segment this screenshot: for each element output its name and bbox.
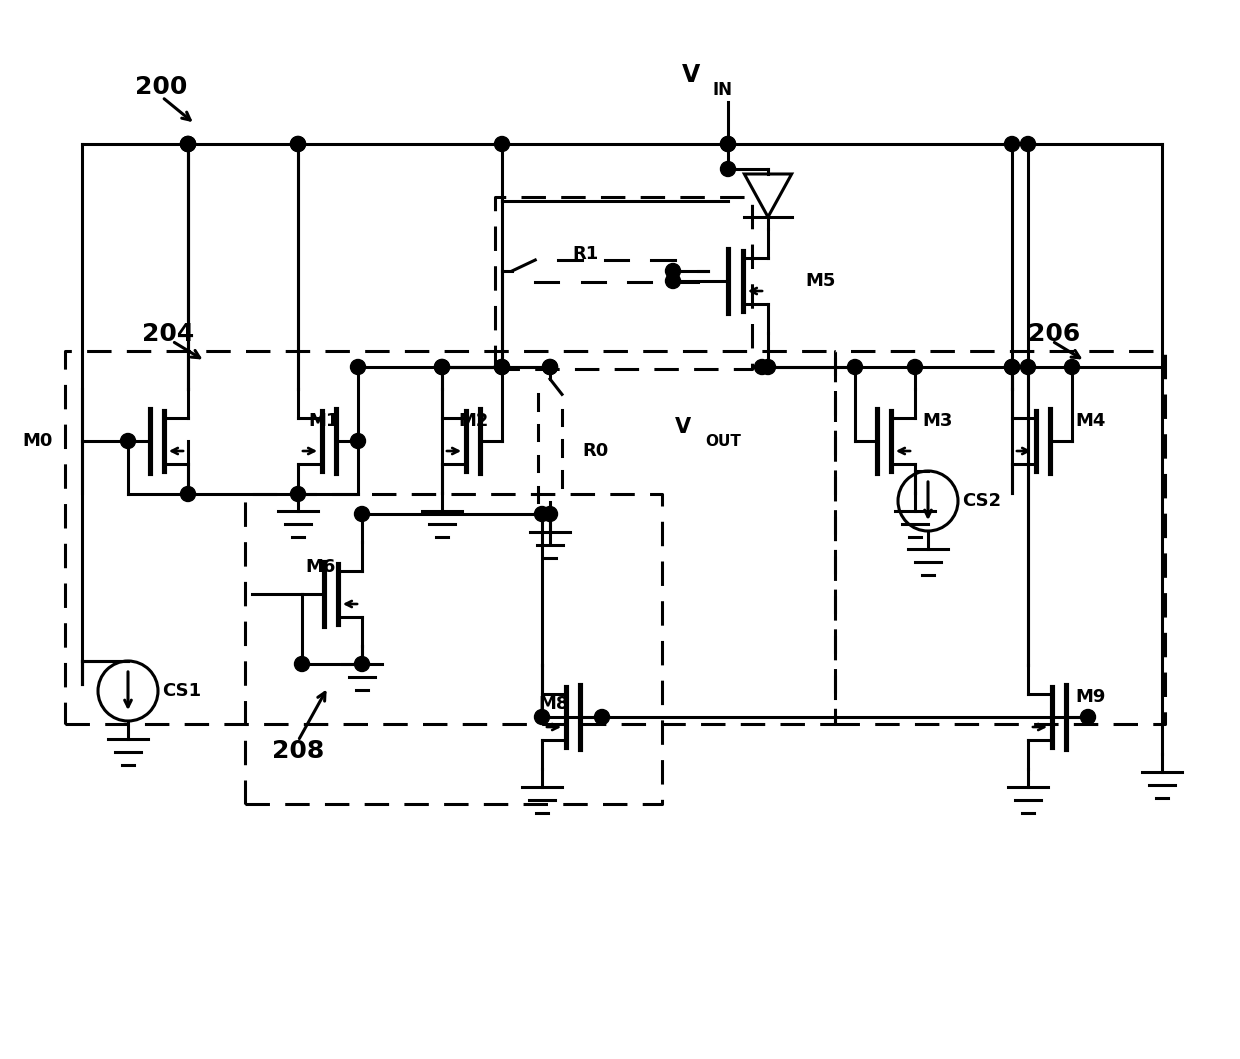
Circle shape [1021, 137, 1035, 151]
Text: OUT: OUT [706, 434, 740, 449]
Text: 208: 208 [272, 739, 324, 762]
Circle shape [720, 162, 735, 177]
Text: IN: IN [712, 80, 732, 98]
Text: M6: M6 [305, 558, 335, 576]
Text: M8: M8 [538, 695, 568, 713]
Text: CS1: CS1 [162, 682, 201, 700]
Text: M2: M2 [458, 412, 489, 430]
Circle shape [720, 137, 735, 151]
Circle shape [720, 137, 735, 151]
Text: M9: M9 [1075, 688, 1105, 706]
Circle shape [1004, 137, 1019, 151]
Text: R1: R1 [572, 245, 598, 263]
Circle shape [760, 359, 775, 375]
Circle shape [355, 657, 370, 671]
Circle shape [1064, 359, 1080, 375]
Circle shape [355, 506, 370, 521]
Circle shape [495, 359, 510, 375]
Circle shape [120, 433, 135, 449]
Circle shape [1021, 359, 1035, 375]
Text: CS2: CS2 [962, 492, 1001, 510]
Text: M3: M3 [923, 412, 952, 430]
Circle shape [351, 359, 366, 375]
Circle shape [1080, 710, 1095, 724]
Circle shape [290, 137, 305, 151]
Circle shape [351, 433, 366, 449]
Circle shape [534, 710, 549, 724]
Circle shape [434, 359, 449, 375]
Circle shape [290, 137, 305, 151]
Circle shape [534, 506, 549, 521]
Text: R0: R0 [582, 442, 609, 460]
Circle shape [666, 273, 681, 288]
Text: 204: 204 [143, 322, 195, 346]
Circle shape [594, 710, 610, 724]
Text: M5: M5 [805, 272, 836, 290]
Text: M1: M1 [308, 412, 339, 430]
Circle shape [181, 137, 196, 151]
Circle shape [543, 359, 558, 375]
Text: M0: M0 [22, 432, 52, 450]
Circle shape [543, 506, 558, 521]
Text: V: V [675, 417, 691, 437]
Circle shape [543, 359, 558, 375]
Circle shape [181, 137, 196, 151]
Circle shape [847, 359, 863, 375]
Text: V: V [682, 62, 701, 87]
Circle shape [908, 359, 923, 375]
Circle shape [754, 359, 770, 375]
Circle shape [666, 264, 681, 279]
Circle shape [290, 486, 305, 502]
Text: M4: M4 [1075, 412, 1105, 430]
Text: 206: 206 [1028, 322, 1080, 346]
Circle shape [495, 359, 510, 375]
Circle shape [1004, 359, 1019, 375]
Circle shape [1004, 359, 1019, 375]
Circle shape [181, 137, 196, 151]
Circle shape [495, 137, 510, 151]
Circle shape [295, 657, 310, 671]
Circle shape [181, 486, 196, 502]
Circle shape [434, 359, 449, 375]
Text: 200: 200 [135, 75, 187, 98]
